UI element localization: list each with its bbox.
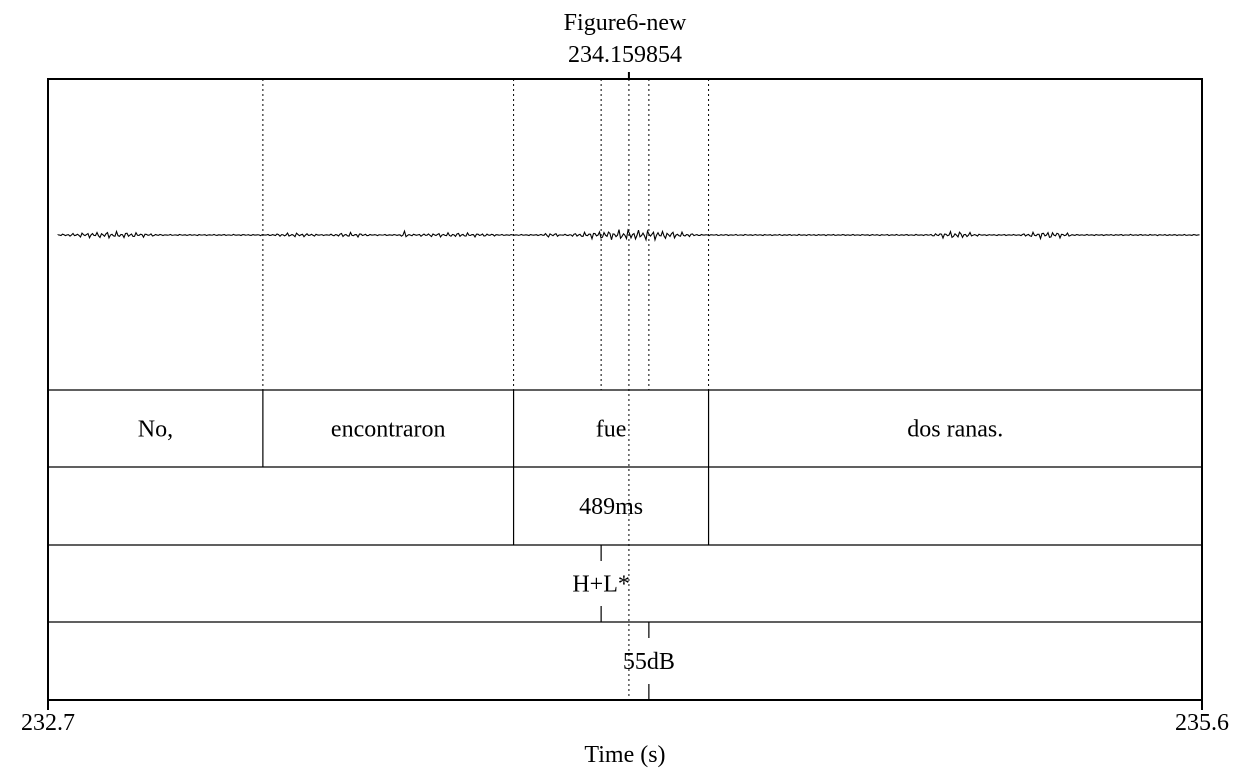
- tone-point-label: H+L*: [572, 572, 630, 598]
- figure-title: Figure6-new: [564, 10, 687, 36]
- words-interval-label: dos ranas.: [907, 417, 1003, 443]
- x-axis-label: Time (s): [584, 742, 665, 768]
- cursor-time-label: 234.159854: [568, 42, 682, 68]
- words-interval-label: fue: [596, 417, 627, 443]
- x-axis-start-label: 232.7: [21, 710, 75, 736]
- words-interval-label: No,: [138, 417, 173, 443]
- x-axis-end-label: 235.6: [1175, 710, 1229, 736]
- waveform-boundary-lines: [262, 79, 710, 390]
- words-interval-label: encontraron: [331, 417, 446, 443]
- waveform: [57, 228, 1200, 243]
- intensity-point-label: 55dB: [623, 649, 675, 675]
- duration-interval-label: 489ms: [579, 494, 643, 520]
- annotation-tiers: No, encontraron fue dos ranas. 489ms H+L* 55dB: [138, 390, 1203, 700]
- waveform-trace: [57, 228, 1200, 243]
- tier-separators: [48, 389, 1202, 623]
